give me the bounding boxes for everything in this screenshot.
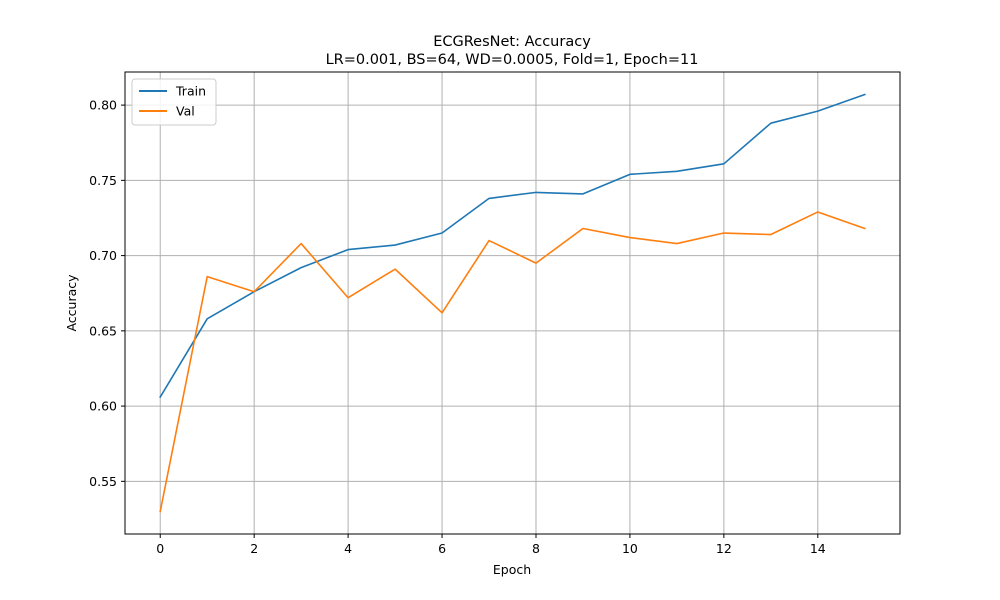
chart-title: ECGResNet: Accuracy [433, 34, 591, 50]
x-tick-label: 14 [810, 541, 826, 556]
plot-frame [124, 71, 901, 535]
y-tick-label: 0.80 [89, 98, 117, 113]
legend-label-train: Train [175, 84, 206, 99]
x-tick-label: 4 [344, 541, 352, 556]
legend: Train Val [131, 78, 217, 126]
y-axis-ticks: 0.55 0.60 0.65 0.70 0.75 0.80 [89, 98, 125, 489]
train-series-line [159, 93, 866, 399]
x-tick-label: 8 [532, 541, 540, 556]
x-tick-label: 6 [438, 541, 446, 556]
grid [125, 72, 900, 534]
y-tick-label: 0.60 [89, 399, 117, 414]
y-tick-label: 0.75 [89, 173, 117, 188]
series-lines [159, 93, 866, 513]
x-tick-label: 0 [156, 541, 164, 556]
x-tick-label: 12 [716, 541, 732, 556]
legend-label-val: Val [176, 104, 195, 119]
x-tick-label: 10 [622, 541, 638, 556]
y-axis-label: Accuracy [64, 274, 79, 332]
val-series-line [159, 211, 866, 513]
y-tick-label: 0.55 [89, 474, 117, 489]
x-axis-ticks: 0 2 4 6 8 10 12 14 [156, 534, 826, 556]
y-tick-label: 0.70 [89, 248, 117, 263]
x-tick-label: 2 [250, 541, 258, 556]
y-tick-label: 0.65 [89, 323, 117, 338]
chart-subtitle: LR=0.001, BS=64, WD=0.0005, Fold=1, Epoc… [326, 52, 699, 68]
x-axis-label: Epoch [493, 562, 531, 577]
